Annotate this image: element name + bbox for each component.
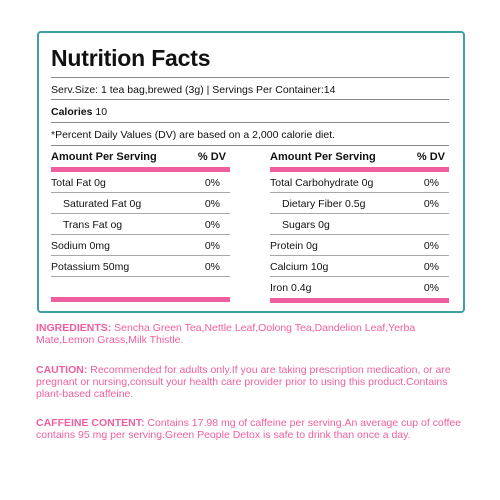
right-footer-bar bbox=[270, 298, 449, 303]
nutrient-row: Saturated Fat 0g 0% bbox=[51, 193, 230, 214]
right-header-dv: % DV bbox=[416, 151, 445, 163]
nutrient-name: Trans Fat og bbox=[63, 219, 123, 231]
nutrient-name: Dietary Fiber 0.5g bbox=[282, 198, 366, 210]
nutrient-name: Sodium 0mg bbox=[51, 240, 110, 252]
nutrient-name: Iron 0.4g bbox=[270, 282, 312, 294]
nutrient-row: Iron 0.4g 0% bbox=[270, 277, 449, 298]
nutrient-row: Dietary Fiber 0.5g 0% bbox=[270, 193, 449, 214]
nutrient-dv: 0% bbox=[204, 198, 220, 210]
left-footer-bar bbox=[51, 297, 230, 302]
ingredients-text: Sencha Green Tea,Nettle Leaf,Oolong Tea,… bbox=[36, 322, 416, 346]
left-header-bar bbox=[51, 167, 230, 172]
nutrient-dv: 0% bbox=[204, 177, 220, 189]
caution-section: CAUTION: Recommended for adults only.If … bbox=[36, 364, 466, 400]
left-table-header: Amount Per Serving % DV bbox=[51, 151, 230, 167]
nutrient-row: Total Fat 0g 0% bbox=[51, 172, 230, 193]
left-header-amount: Amount Per Serving bbox=[51, 151, 157, 163]
nutrient-row: Calcium 10g 0% bbox=[270, 256, 449, 277]
title-divider bbox=[51, 77, 449, 78]
nutrient-row: Total Carbohydrate 0g 0% bbox=[270, 172, 449, 193]
ingredients-label: INGREDIENTS: bbox=[36, 322, 112, 334]
note-divider bbox=[51, 145, 449, 146]
nutrient-name: Sugars 0g bbox=[282, 219, 330, 231]
right-nutrient-table: Amount Per Serving % DV Total Carbohydra… bbox=[270, 151, 449, 303]
nutrient-dv: 0% bbox=[204, 240, 220, 252]
nutrient-name: Total Fat 0g bbox=[51, 177, 106, 189]
panel-title: Nutrition Facts bbox=[51, 45, 211, 71]
calories-label: Calories bbox=[51, 106, 93, 118]
nutrient-dv: 0% bbox=[423, 240, 439, 252]
right-header-amount: Amount Per Serving bbox=[270, 151, 376, 163]
calories-line: Calories 10 bbox=[51, 106, 107, 118]
nutrient-name: Saturated Fat 0g bbox=[63, 198, 142, 210]
nutrient-name: Total Carbohydrate 0g bbox=[270, 177, 374, 189]
nutrient-dv: 0% bbox=[423, 282, 439, 294]
calories-divider bbox=[51, 122, 449, 123]
nutrient-name: Potassium 50mg bbox=[51, 261, 130, 273]
nutrient-dv: 0% bbox=[423, 261, 439, 273]
nutrition-facts-panel: Nutrition Facts Serv.Size: 1 tea bag,bre… bbox=[37, 31, 465, 313]
caffeine-text: Contains 17.98 mg of caffeine per servin… bbox=[36, 417, 462, 441]
dv-note: *Percent Daily Values (DV) are based on … bbox=[51, 129, 336, 141]
nutrient-row: Potassium 50mg 0% bbox=[51, 256, 230, 277]
nutrient-name: Calcium 10g bbox=[270, 261, 329, 273]
calories-value: 10 bbox=[95, 106, 108, 118]
caffeine-section: CAFFEINE CONTENT: Contains 17.98 mg of c… bbox=[36, 417, 466, 441]
left-header-dv: % DV bbox=[197, 151, 226, 163]
right-header-bar bbox=[270, 167, 449, 172]
nutrient-row: Trans Fat og 0% bbox=[51, 214, 230, 235]
serving-info: Serv.Size: 1 tea bag,brewed (3g) | Servi… bbox=[51, 84, 336, 96]
nutrient-row: Protein 0g 0% bbox=[270, 235, 449, 256]
ingredients-section: INGREDIENTS: Sencha Green Tea,Nettle Lea… bbox=[36, 322, 466, 346]
caution-text: Recommended for adults only.If you are t… bbox=[36, 364, 451, 400]
serving-divider bbox=[51, 99, 449, 100]
left-nutrient-table: Amount Per Serving % DV Total Fat 0g 0% … bbox=[51, 151, 230, 302]
nutrient-dv: 0% bbox=[423, 177, 439, 189]
caution-label: CAUTION: bbox=[36, 364, 88, 376]
nutrient-name: Protein 0g bbox=[270, 240, 318, 252]
nutrient-dv: 0% bbox=[204, 219, 220, 231]
right-table-header: Amount Per Serving % DV bbox=[270, 151, 449, 167]
nutrient-dv: 0% bbox=[423, 198, 439, 210]
left-table-spacer bbox=[51, 277, 230, 297]
nutrient-row: Sugars 0g bbox=[270, 214, 449, 235]
nutrient-dv: 0% bbox=[204, 261, 220, 273]
nutrient-row: Sodium 0mg 0% bbox=[51, 235, 230, 256]
caffeine-label: CAFFEINE CONTENT: bbox=[36, 417, 145, 429]
